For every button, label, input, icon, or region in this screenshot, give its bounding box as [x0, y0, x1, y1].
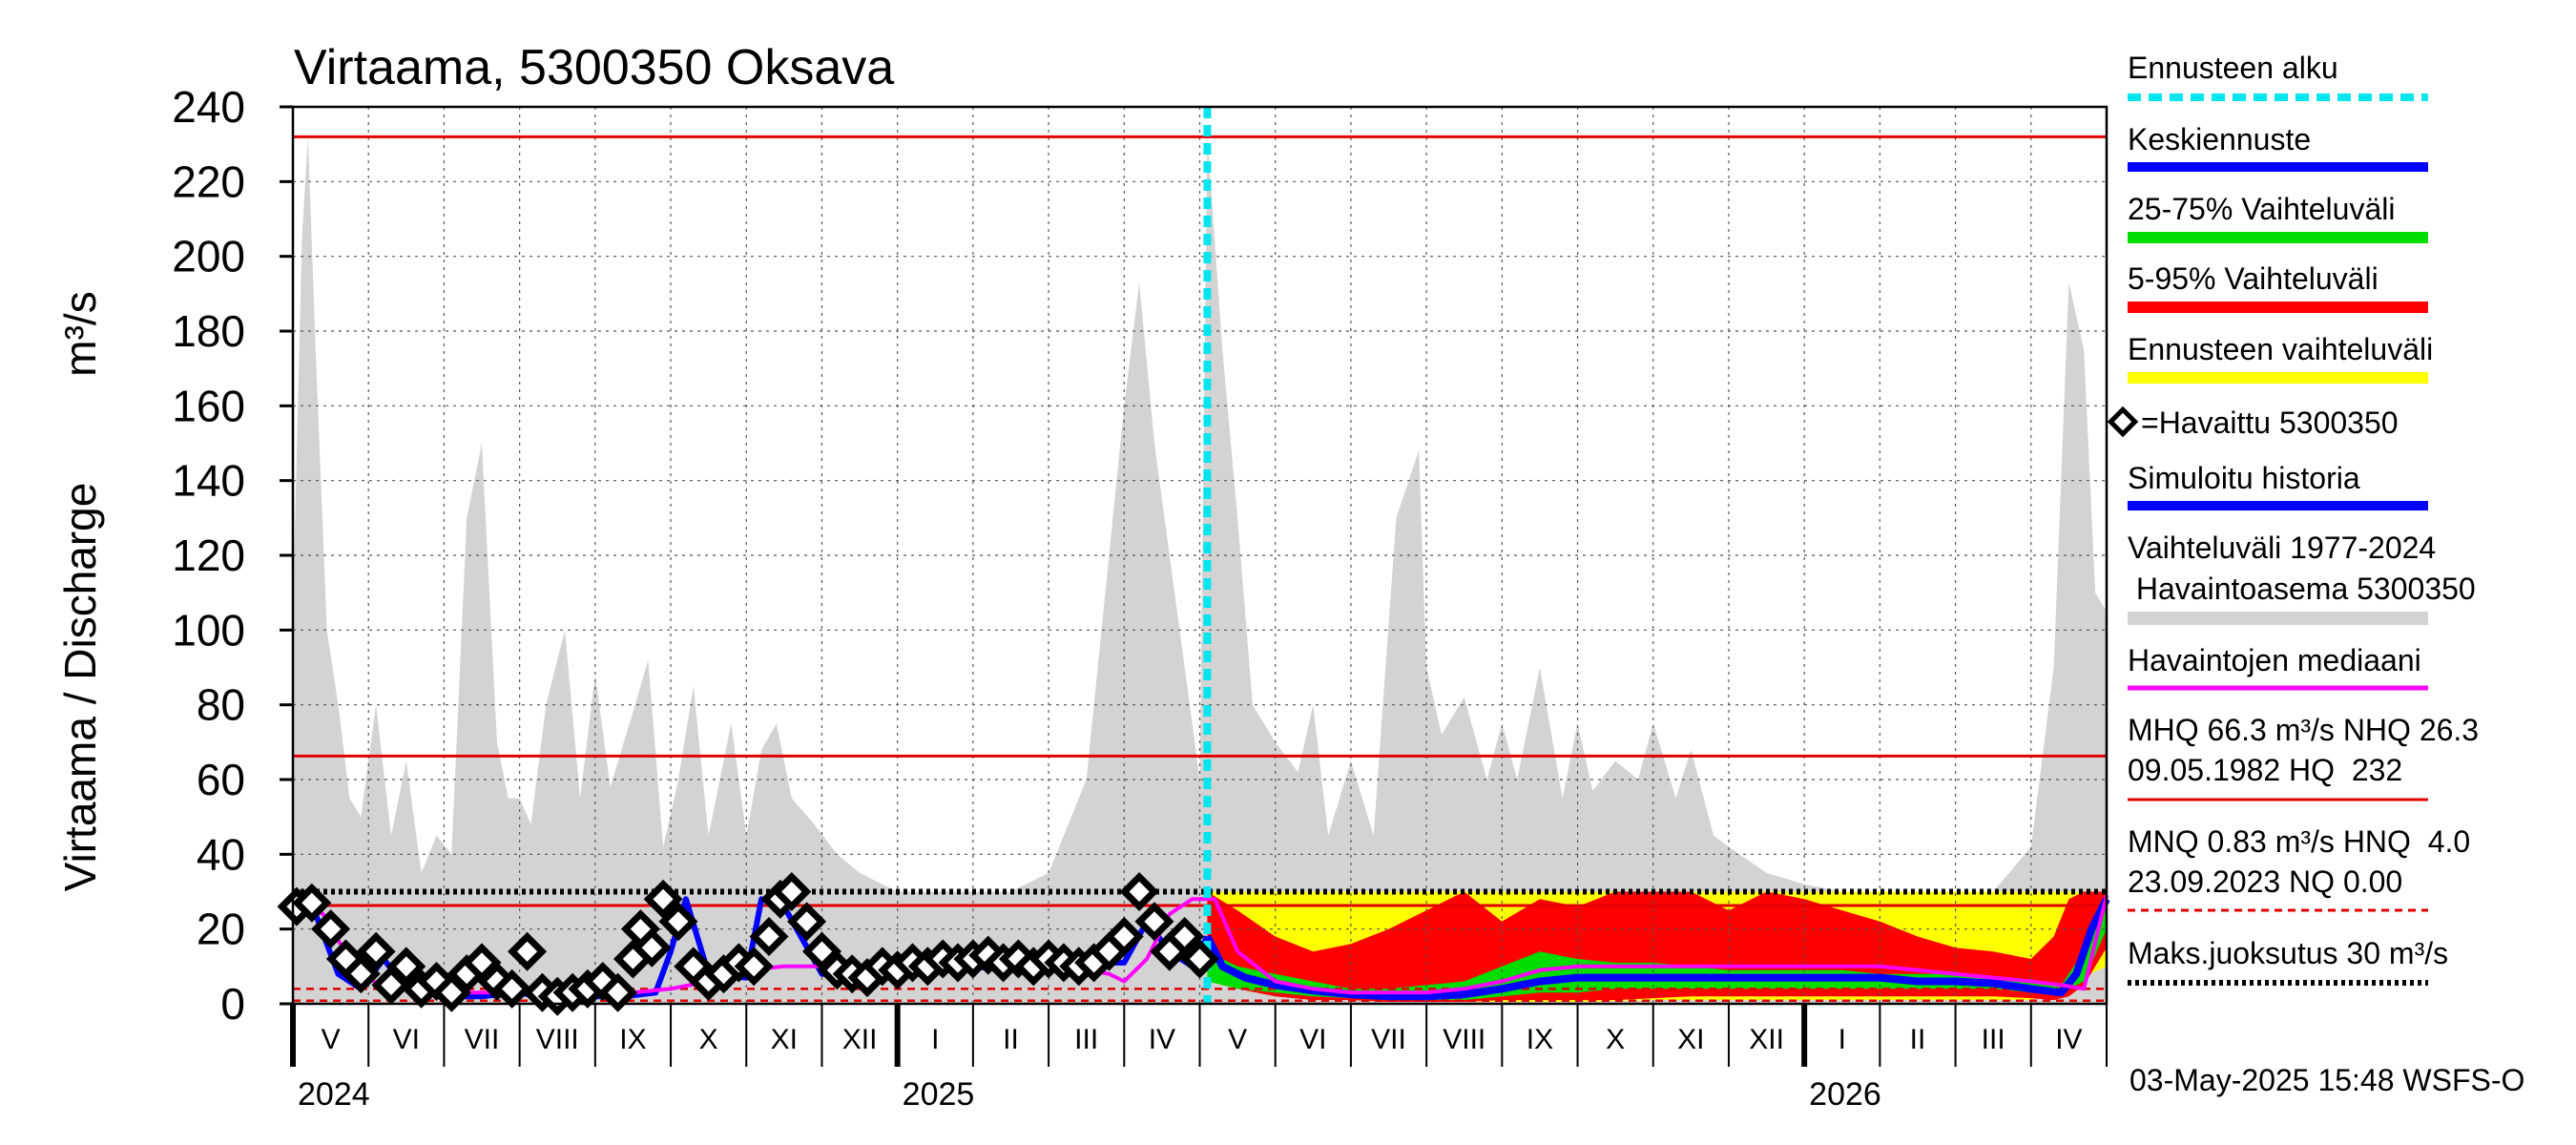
month-label: IX	[619, 1024, 646, 1055]
legend-forecast-start: Ennusteen alku	[2128, 51, 2338, 85]
legend-stats-low-line1: MNQ 0.83 m³/s HNQ 4.0	[2128, 824, 2470, 859]
footer-timestamp: 03-May-2025 15:48 WSFS-O	[2129, 1063, 2524, 1097]
month-label: II	[1003, 1024, 1019, 1055]
observed-point	[749, 917, 789, 957]
y-tick-label: 20	[197, 905, 245, 954]
historical-range-area	[293, 136, 2107, 1005]
observed-point	[1134, 902, 1174, 942]
legend-range-5-95: 5-95% Vaihteluväli	[2128, 261, 2379, 296]
observed-points-layer	[277, 871, 1220, 1016]
y-axis-unit: m³/s	[55, 291, 105, 376]
observed-point	[492, 968, 532, 1009]
month-label: IV	[1149, 1024, 1175, 1055]
observed-point	[772, 871, 812, 911]
month-label: VII	[1371, 1024, 1406, 1055]
observed-point	[658, 902, 698, 942]
observed-point	[341, 954, 381, 994]
y-tick-label: 220	[172, 156, 245, 206]
month-label: II	[1910, 1024, 1926, 1055]
legend-observed-marker	[2107, 406, 2139, 438]
grid-layer	[293, 107, 2107, 1004]
month-label: X	[699, 1024, 718, 1055]
month-label: VIII	[1443, 1024, 1485, 1055]
month-label: V	[322, 1024, 341, 1055]
y-tick-label: 0	[220, 979, 245, 1029]
legend-mean-forecast: Keskiennuste	[2128, 122, 2311, 156]
year-label: 2024	[298, 1076, 370, 1113]
y-tick-label: 140	[172, 456, 245, 506]
legend-hist-range-line1: Vaihteluväli 1977-2024	[2128, 531, 2436, 565]
legend-simulated: Simuloitu historia	[2128, 461, 2360, 495]
month-label: III	[1982, 1024, 2005, 1055]
legend-stats-high-line2: 09.05.1982 HQ 232	[2128, 753, 2402, 787]
month-label: XII	[1749, 1024, 1784, 1055]
observed-point	[356, 931, 396, 971]
reference-lines-layer	[293, 135, 2107, 1002]
y-tick-label: 160	[172, 381, 245, 430]
y-tick-label: 80	[197, 680, 245, 730]
legend: Ennusteen alku Keskiennuste 25-75% Vaiht…	[2107, 51, 2479, 986]
chart-title: Virtaama, 5300350 Oksava	[294, 40, 894, 95]
y-tick-label: 60	[197, 755, 245, 804]
month-label: VI	[393, 1024, 420, 1055]
legend-observed: =Havaittu 5300350	[2141, 406, 2399, 440]
observed-point	[311, 909, 351, 949]
month-label: XI	[1677, 1024, 1704, 1055]
legend-median: Havaintojen mediaani	[2128, 643, 2421, 677]
observed-point	[787, 902, 827, 942]
observed-point	[1179, 939, 1220, 979]
historical-range-layer	[293, 136, 2107, 1005]
legend-hist-range-line2: Havaintoasema 5300350	[2128, 572, 2476, 606]
observed-point	[386, 947, 426, 987]
month-label: XII	[842, 1024, 878, 1055]
month-label: XI	[771, 1024, 798, 1055]
observed-point	[643, 879, 683, 919]
year-label: 2025	[903, 1076, 975, 1113]
observed-point	[1165, 916, 1205, 956]
month-label: X	[1606, 1024, 1625, 1055]
y-tick-label: 100	[172, 605, 245, 655]
month-label: III	[1074, 1024, 1098, 1055]
legend-range-25-75: 25-75% Vaihteluväli	[2128, 192, 2395, 226]
observed-point	[734, 947, 774, 987]
legend-stats-low-line2: 23.09.2023 NQ 0.00	[2128, 864, 2402, 899]
month-label: I	[1839, 1024, 1846, 1055]
month-label: VI	[1299, 1024, 1326, 1055]
legend-forecast-range: Ennusteen vaihteluväli	[2128, 332, 2433, 366]
year-label: 2026	[1809, 1076, 1881, 1113]
month-label: VIII	[536, 1024, 579, 1055]
observed-point	[632, 927, 672, 968]
legend-max-release: Maks.juoksutus 30 m³/s	[2128, 936, 2448, 970]
y-axis-label: Virtaama / Discharge	[55, 483, 105, 892]
y-tick-label: 180	[172, 306, 245, 356]
month-label: VII	[465, 1024, 500, 1055]
month-label: IX	[1527, 1024, 1553, 1055]
observed-point	[1119, 872, 1159, 912]
y-tick-label: 120	[172, 531, 245, 580]
y-tick-label: 40	[197, 829, 245, 879]
month-label: I	[931, 1024, 939, 1055]
observed-point	[508, 931, 548, 971]
y-tick-label: 200	[172, 232, 245, 281]
y-tick-label: 240	[172, 82, 245, 132]
legend-stats-high-line1: MHQ 66.3 m³/s NHQ 26.3	[2128, 713, 2479, 747]
month-label: IV	[2055, 1024, 2082, 1055]
observed-point	[598, 972, 638, 1012]
observed-point	[1104, 916, 1144, 957]
observed-point	[292, 883, 332, 923]
month-label: V	[1228, 1024, 1247, 1055]
